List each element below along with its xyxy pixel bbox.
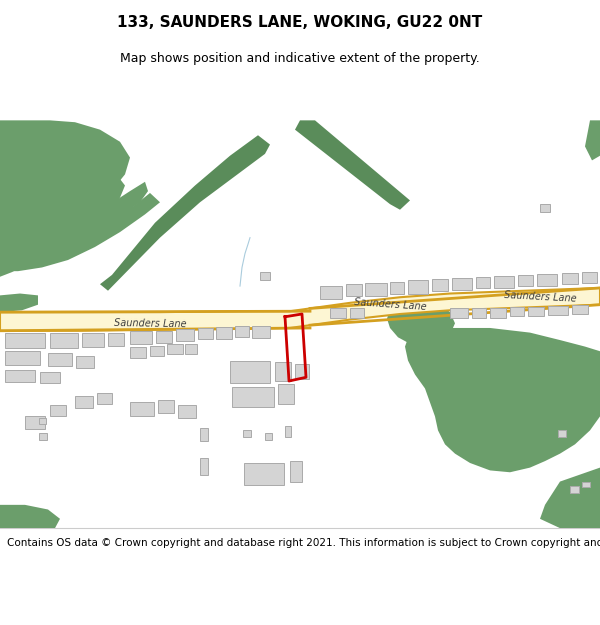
Bar — [320, 286, 342, 299]
Bar — [185, 344, 197, 354]
Bar — [244, 463, 284, 485]
Bar — [494, 276, 514, 288]
Bar — [40, 372, 60, 383]
Bar — [230, 361, 270, 383]
Text: Saunders Lane: Saunders Lane — [503, 291, 577, 304]
Bar — [130, 331, 152, 344]
Bar — [528, 306, 544, 316]
Bar — [50, 332, 78, 348]
Text: 133, SAUNDERS LANE, WOKING, GU22 0NT: 133, SAUNDERS LANE, WOKING, GU22 0NT — [118, 15, 482, 30]
Bar — [108, 332, 124, 346]
Bar — [75, 396, 93, 408]
Bar — [82, 332, 104, 347]
Bar — [330, 308, 346, 318]
Bar — [572, 304, 588, 314]
Text: Saunders Lane: Saunders Lane — [113, 318, 187, 329]
Bar — [50, 405, 66, 416]
Bar — [260, 272, 270, 281]
Polygon shape — [0, 193, 160, 271]
Polygon shape — [0, 294, 38, 312]
Polygon shape — [585, 121, 600, 161]
Bar — [252, 326, 270, 338]
Polygon shape — [30, 182, 148, 256]
Bar — [158, 399, 174, 412]
Bar — [235, 326, 249, 338]
Bar — [450, 308, 468, 318]
Bar — [432, 279, 448, 291]
Polygon shape — [100, 135, 270, 291]
Bar — [232, 387, 274, 407]
Bar — [130, 347, 146, 358]
Bar — [290, 461, 302, 482]
Text: Contains OS data © Crown copyright and database right 2021. This information is : Contains OS data © Crown copyright and d… — [7, 538, 600, 548]
Bar — [295, 364, 309, 379]
Bar — [518, 275, 533, 286]
Bar — [97, 393, 112, 404]
Bar — [278, 384, 294, 404]
Bar — [548, 306, 568, 315]
Bar — [5, 370, 35, 382]
Bar — [167, 344, 183, 354]
Bar — [200, 428, 208, 441]
Polygon shape — [295, 121, 410, 210]
Bar — [452, 278, 472, 290]
Bar — [275, 362, 291, 381]
Bar — [408, 281, 428, 294]
Bar — [472, 308, 486, 318]
Bar — [558, 431, 566, 437]
Bar — [39, 433, 47, 439]
Text: Saunders Lane: Saunders Lane — [353, 297, 427, 312]
Polygon shape — [0, 288, 600, 331]
Bar — [200, 458, 208, 475]
Bar — [476, 277, 490, 288]
Bar — [216, 327, 232, 339]
Bar — [570, 486, 579, 492]
Bar — [562, 273, 578, 284]
Bar — [540, 204, 550, 212]
Polygon shape — [405, 328, 600, 472]
Bar — [350, 308, 364, 318]
Bar — [510, 306, 524, 316]
Bar — [156, 331, 172, 343]
Bar — [490, 308, 506, 318]
Bar — [582, 272, 597, 283]
Polygon shape — [0, 179, 125, 277]
Bar — [150, 346, 164, 356]
Bar — [48, 353, 72, 366]
Polygon shape — [0, 121, 130, 254]
Bar — [346, 284, 362, 296]
Polygon shape — [540, 468, 600, 528]
Bar — [76, 356, 94, 368]
Bar — [39, 418, 46, 424]
Bar — [198, 328, 213, 339]
Polygon shape — [0, 505, 60, 528]
Polygon shape — [387, 303, 455, 347]
Bar — [5, 351, 40, 365]
Bar — [582, 482, 590, 487]
Bar — [365, 283, 387, 296]
Text: Map shows position and indicative extent of the property.: Map shows position and indicative extent… — [120, 52, 480, 65]
Bar — [285, 426, 291, 437]
Bar — [390, 282, 404, 294]
Bar — [265, 433, 272, 439]
Bar — [537, 274, 557, 286]
Bar — [25, 416, 45, 429]
Bar — [178, 405, 196, 418]
Bar — [5, 332, 45, 348]
Bar — [243, 431, 251, 437]
Bar — [130, 402, 154, 416]
Bar — [176, 329, 194, 341]
